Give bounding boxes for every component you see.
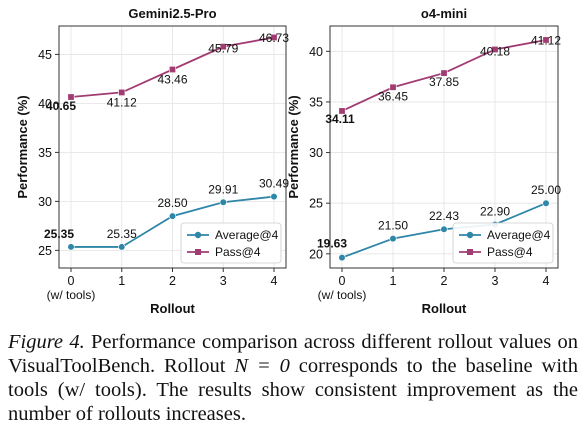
data-point-pass — [542, 36, 550, 44]
x-tick-label: 3 — [492, 274, 499, 288]
legend-marker-circle — [466, 231, 474, 239]
y-tick-label: 30 — [309, 146, 323, 160]
data-point-average — [118, 243, 126, 251]
x-axis-label: Rollout — [422, 301, 467, 316]
x-tick-sublabel: (w/ tools) — [47, 288, 96, 302]
x-tick-label: 2 — [169, 274, 176, 288]
data-point-pass — [169, 66, 177, 74]
x-axis-label: Rollout — [150, 301, 195, 316]
y-tick-label: 35 — [309, 95, 323, 109]
data-point-pass — [491, 45, 499, 53]
data-label: 22.90 — [480, 204, 510, 218]
data-point-average — [67, 243, 75, 251]
legend-label: Pass@4 — [215, 245, 261, 259]
x-tick-label: 1 — [390, 274, 397, 288]
data-label: 46.73 — [259, 31, 289, 45]
data-point-average — [338, 253, 346, 262]
y-tick-label: 25 — [309, 197, 323, 211]
x-tick-label: 1 — [118, 274, 125, 288]
data-label: 28.50 — [157, 196, 187, 210]
data-point-pass — [389, 83, 397, 91]
data-label: 25.35 — [44, 227, 74, 241]
chart-title: o4-mini — [421, 6, 467, 21]
y-tick-label: 25 — [38, 244, 52, 258]
data-label: 37.85 — [429, 75, 459, 89]
data-point-pass — [270, 33, 278, 41]
data-label: 45.79 — [208, 42, 238, 56]
data-point-average — [168, 212, 177, 220]
data-label: 41.12 — [531, 33, 561, 47]
caption-math: N = 0 — [234, 355, 290, 377]
legend-label: Pass@4 — [487, 245, 533, 259]
data-label: 25.35 — [107, 227, 137, 241]
data-label: 43.46 — [157, 73, 187, 87]
data-point-pass — [67, 93, 75, 101]
data-point-average — [270, 192, 278, 201]
chart-panel-2: o4-mini 20 25 30 35 40 0 1 2 3 4 (w/ tools) Rollout P… — [286, 6, 561, 316]
x-tick-sublabel: (w/ tools) — [318, 288, 367, 302]
data-label: 29.91 — [208, 182, 238, 196]
x-tick-label: 0 — [339, 274, 346, 288]
caption-label: Figure 4. — [8, 331, 85, 353]
x-tick-label: 4 — [271, 274, 278, 288]
y-axis-label: Performance (%) — [15, 95, 30, 198]
legend-box — [452, 222, 554, 264]
y-tick-label: 20 — [309, 247, 323, 261]
legend-marker-circle — [194, 231, 202, 239]
chart-title: Gemini2.5-Pro — [128, 6, 216, 21]
legend: Average@4 Pass@4 — [180, 222, 282, 264]
data-label: 21.50 — [378, 219, 408, 233]
x-tick-label: 3 — [220, 274, 227, 288]
data-label: 40.65 — [46, 99, 76, 113]
data-label: 30.49 — [259, 177, 289, 191]
y-axis-label: Performance (%) — [286, 95, 301, 198]
data-label: 36.45 — [378, 89, 408, 103]
legend-marker-square — [195, 249, 201, 255]
x-tick-label: 2 — [441, 274, 448, 288]
data-point-average — [542, 199, 550, 207]
figure-caption: Figure 4. Performance comparison across … — [8, 330, 578, 426]
y-tick-label: 30 — [38, 195, 52, 209]
caption-text-after: corresponds to the baseline with tools (… — [8, 355, 578, 425]
y-tick-label: 45 — [38, 48, 52, 62]
chart-panel-1: Gemini2.5-Pro 25 30 35 40 45 0 1 2 3 4 (w/ tools) Ro… — [15, 6, 289, 316]
y-tick-label: 40 — [38, 97, 52, 111]
caption-text-before: Performance comparison across different … — [8, 331, 578, 377]
data-label: 22.43 — [429, 209, 459, 223]
data-point-average — [219, 198, 227, 206]
data-point-pass — [440, 69, 448, 77]
data-label: 41.12 — [107, 95, 137, 109]
y-tick-label: 40 — [309, 45, 323, 59]
data-point-pass — [219, 43, 227, 51]
legend-marker-square — [467, 249, 473, 255]
x-tick-label: 0 — [68, 274, 75, 288]
data-point-average — [440, 225, 448, 233]
y-tick-label: 35 — [38, 146, 52, 160]
data-label: 25.00 — [531, 183, 561, 197]
legend-label: Average@4 — [487, 228, 551, 242]
legend: Average@4 Pass@4 — [452, 222, 554, 264]
data-label: 40.18 — [480, 44, 510, 58]
legend-box — [180, 222, 282, 264]
data-point-pass — [338, 107, 346, 115]
legend-label: Average@4 — [215, 228, 279, 242]
data-label: 34.11 — [325, 112, 355, 126]
x-tick-label: 4 — [543, 274, 550, 288]
data-point-pass — [118, 88, 126, 96]
data-point-average — [389, 235, 397, 243]
data-label: 19.63 — [317, 237, 347, 251]
